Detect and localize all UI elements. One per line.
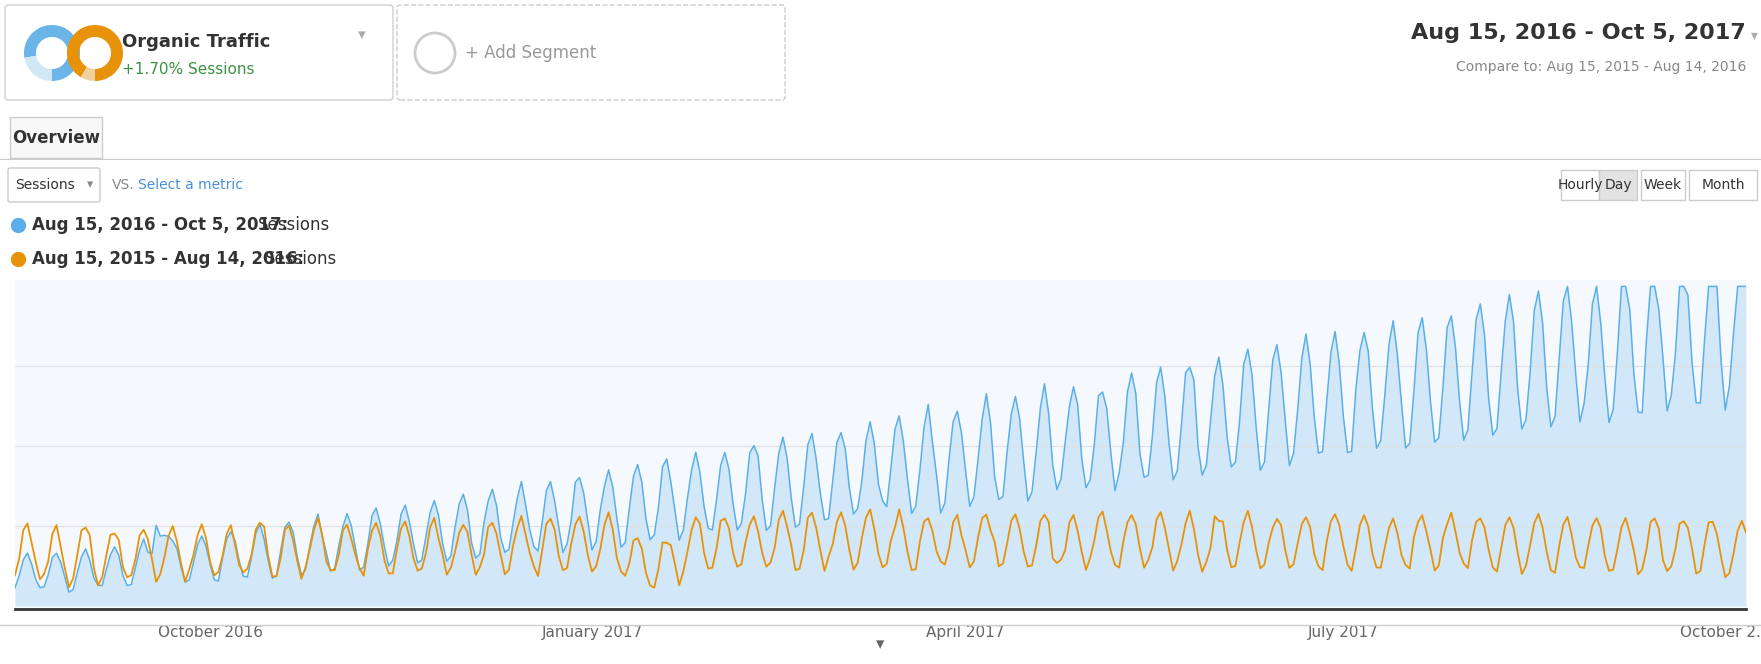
Text: ▾: ▾ [357, 27, 366, 42]
Text: Aug 15, 2015 - Aug 14, 2016:: Aug 15, 2015 - Aug 14, 2016: [32, 250, 305, 268]
FancyBboxPatch shape [1689, 170, 1757, 200]
Text: VS.: VS. [113, 178, 134, 192]
Wedge shape [67, 25, 123, 81]
Text: Aug 15, 2016 - Oct 5, 2017: Aug 15, 2016 - Oct 5, 2017 [1411, 23, 1745, 43]
Text: Compare to: Aug 15, 2015 - Aug 14, 2016: Compare to: Aug 15, 2015 - Aug 14, 2016 [1456, 60, 1745, 74]
Wedge shape [25, 56, 53, 81]
Wedge shape [25, 25, 79, 81]
FancyBboxPatch shape [5, 5, 393, 100]
Text: Select a metric: Select a metric [137, 178, 243, 192]
Text: ▾: ▾ [877, 635, 884, 653]
Text: ▾: ▾ [86, 179, 93, 191]
Text: Aug 15, 2016 - Oct 5, 2017:: Aug 15, 2016 - Oct 5, 2017: [32, 216, 289, 234]
Text: Day: Day [1604, 178, 1632, 192]
FancyBboxPatch shape [1641, 170, 1685, 200]
FancyBboxPatch shape [1599, 170, 1638, 200]
Text: Sessions: Sessions [259, 216, 331, 234]
FancyBboxPatch shape [1560, 170, 1599, 200]
FancyBboxPatch shape [9, 168, 100, 202]
Text: +1.70% Sessions: +1.70% Sessions [122, 62, 255, 78]
Text: Hourly: Hourly [1557, 178, 1603, 192]
Text: Month: Month [1701, 178, 1745, 192]
Text: Sessions: Sessions [264, 250, 338, 268]
Text: ▾: ▾ [1750, 28, 1757, 42]
Text: + Add Segment: + Add Segment [465, 44, 597, 62]
FancyBboxPatch shape [396, 5, 785, 100]
Text: Overview: Overview [12, 129, 100, 147]
Text: Organic Traffic: Organic Traffic [122, 33, 271, 51]
FancyBboxPatch shape [11, 117, 102, 158]
Wedge shape [81, 67, 95, 81]
Text: Week: Week [1645, 178, 1682, 192]
Text: Sessions: Sessions [16, 178, 76, 192]
